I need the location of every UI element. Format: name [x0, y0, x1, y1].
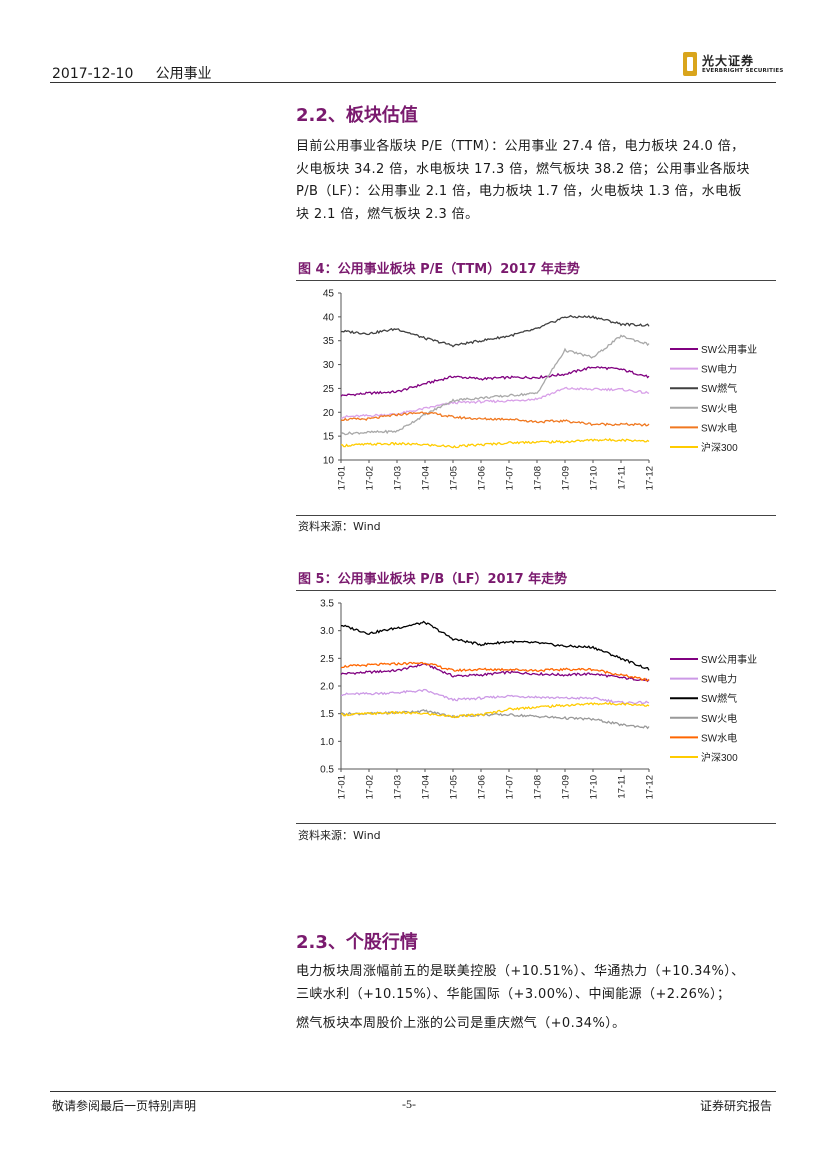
y-tick-label: 1.5 [320, 709, 334, 720]
y-tick-label: 25 [323, 384, 335, 395]
y-tick-label: 3.0 [320, 626, 334, 637]
section-2-3-title: 2.3、个股行情 [296, 932, 418, 953]
paragraph-line: 块 2.1 倍，燃气板块 2.3 倍。 [296, 206, 479, 222]
series-line [340, 334, 650, 436]
series-line [340, 688, 650, 705]
logo-cn-text: 光大证券 [702, 54, 755, 68]
legend-label: 沪深300 [701, 751, 738, 764]
series-line [340, 663, 650, 683]
footer-report-type: 证券研究报告 [700, 1099, 773, 1113]
legend-label: SW燃气 [701, 692, 737, 705]
legend-label: SW电力 [701, 673, 737, 686]
paragraph-line: 火电板块 34.2 倍，水电板块 17.3 倍，燃气板块 38.2 倍；公用事业… [296, 161, 750, 177]
figure-5-top-rule [296, 590, 776, 591]
x-tick-label: 17-04 [421, 466, 432, 490]
logo-en-text: EVERBRIGHT SECURITIES [702, 68, 784, 74]
paragraph-line: 目前公用事业各版块 P/E（TTM）：公用事业 27.4 倍，电力板块 24.0… [296, 139, 745, 154]
legend-label: SW火电 [701, 402, 737, 415]
series-line [340, 314, 650, 348]
x-tick-label: 17-06 [477, 466, 488, 490]
series-line [340, 366, 650, 397]
series-line [341, 620, 650, 671]
x-tick-label: 17-08 [533, 775, 544, 799]
x-tick-label: 17-12 [645, 775, 656, 799]
y-tick-label: 40 [323, 312, 335, 323]
x-tick-label: 17-02 [365, 466, 376, 490]
x-tick-label: 17-07 [505, 466, 516, 490]
x-tick-label: 17-05 [449, 466, 460, 490]
y-tick-label: 2.0 [320, 682, 334, 693]
logo-mark-icon [683, 52, 697, 76]
section-2-2-title: 2.2、板块估值 [296, 105, 418, 126]
x-tick-label: 17-09 [561, 775, 572, 799]
header-date-category: 2017-12-10 公用事业 [52, 63, 212, 83]
x-tick-label: 17-10 [589, 466, 600, 490]
y-tick-label: 45 [323, 289, 335, 300]
pe-chart: 10 15 20 25 30 35 40 45 17-01 17-02 17-03 17-04 17-0… [323, 289, 757, 491]
series-line [340, 709, 650, 730]
x-tick-label: 17-11 [617, 466, 628, 490]
legend-label: SW电力 [701, 363, 737, 376]
section-2-3-paragraph: 电力板块周涨幅前五的是联美控股（+10.51%）、华通热力（+10.34%）、 … [296, 961, 786, 1006]
paragraph-line: 电力板块周涨幅前五的是联美控股（+10.51%）、华通热力（+10.34%）、 [296, 964, 745, 979]
figure-4-top-rule [296, 280, 776, 281]
figure-4-title: 图 4：公用事业板块 P/E（TTM）2017 年走势 [298, 262, 580, 277]
x-tick-label: 17-07 [505, 775, 516, 799]
figure-5-source: 资料来源：Wind [298, 829, 381, 842]
figure-4-bottom-rule [296, 515, 776, 516]
x-tick-label: 17-05 [449, 775, 460, 799]
paragraph-line: P/B（LF）：公用事业 2.1 倍，电力板块 1.7 倍，火电板块 1.3 倍… [296, 184, 742, 199]
x-tick-label: 17-03 [393, 775, 404, 799]
y-tick-label: 20 [323, 408, 335, 419]
header-category: 公用事业 [155, 66, 212, 82]
x-tick-label: 17-01 [337, 466, 348, 490]
header-date: 2017-12-10 [52, 66, 134, 82]
y-tick-label: 30 [323, 360, 335, 371]
paragraph-line: 三峡水利（+10.15%）、华能国际（+3.00%）、中闽能源（+2.26%）； [296, 986, 731, 1002]
y-tick-label: 15 [323, 432, 335, 443]
footer-page-number: -5- [402, 1097, 416, 1111]
figure-5-bottom-rule [296, 823, 776, 824]
x-tick-label: 17-01 [337, 775, 348, 799]
x-tick-label: 17-02 [365, 775, 376, 799]
series-line [340, 411, 650, 427]
legend-label: SW公用事业 [701, 343, 757, 356]
x-tick-label: 17-08 [533, 466, 544, 490]
figure-4-source: 资料来源：Wind [298, 520, 381, 533]
section-2-3-gas-line: 燃气板块本周股价上涨的公司是重庆燃气（+0.34%）。 [296, 1016, 626, 1031]
legend-label: 沪深300 [701, 441, 738, 454]
series-line [340, 701, 650, 719]
y-tick-label: 10 [323, 456, 335, 467]
figure-5-title: 图 5：公用事业板块 P/B（LF）2017 年走势 [298, 572, 568, 587]
series-line [340, 661, 650, 682]
pb-chart: 0.5 1.0 1.5 2.0 2.5 3.0 3.5 17-01 17-02 17-03 17-0… [320, 599, 757, 800]
x-tick-label: 17-09 [561, 466, 572, 490]
legend-label: SW火电 [701, 712, 737, 725]
legend-label: SW水电 [701, 421, 737, 434]
y-tick-label: 1.0 [320, 737, 334, 748]
section-2-2-paragraph: 目前公用事业各版块 P/E（TTM）：公用事业 27.4 倍，电力板块 24.0… [296, 136, 778, 226]
legend-label: SW水电 [701, 731, 737, 744]
y-tick-label: 3.5 [320, 599, 334, 610]
everbright-logo: 光大证券 EVERBRIGHT SECURITIES [683, 52, 783, 78]
y-tick-label: 2.5 [320, 654, 334, 665]
header-divider [50, 82, 776, 83]
legend-label: SW燃气 [701, 382, 737, 395]
legend-label: SW公用事业 [701, 653, 757, 666]
x-tick-label: 17-04 [421, 775, 432, 799]
x-tick-label: 17-11 [617, 775, 628, 799]
footer-divider [50, 1091, 776, 1092]
series-line [340, 437, 650, 449]
x-tick-label: 17-12 [645, 466, 656, 490]
x-tick-label: 17-06 [477, 775, 488, 799]
y-tick-label: 0.5 [320, 765, 334, 776]
series-line [340, 386, 650, 419]
x-tick-label: 17-10 [589, 775, 600, 799]
footer-disclaimer: 敬请参阅最后一页特别声明 [52, 1099, 197, 1113]
x-tick-label: 17-03 [393, 466, 404, 490]
y-tick-label: 35 [323, 336, 335, 347]
